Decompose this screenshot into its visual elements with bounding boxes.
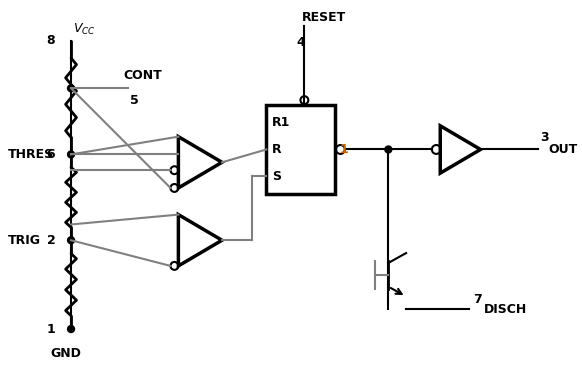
Text: R1: R1 bbox=[272, 116, 290, 130]
Circle shape bbox=[68, 325, 74, 332]
Text: DISCH: DISCH bbox=[484, 303, 527, 316]
Circle shape bbox=[385, 146, 392, 153]
Text: 8: 8 bbox=[47, 34, 55, 48]
Text: $V_{CC}$: $V_{CC}$ bbox=[73, 22, 96, 37]
Text: 3: 3 bbox=[541, 131, 549, 144]
Text: 6: 6 bbox=[47, 148, 55, 161]
Text: 5: 5 bbox=[130, 94, 139, 107]
Circle shape bbox=[68, 237, 74, 244]
Circle shape bbox=[68, 151, 74, 158]
Text: TRIG: TRIG bbox=[8, 234, 41, 247]
Text: CONT: CONT bbox=[123, 69, 162, 82]
Text: THRES: THRES bbox=[8, 148, 54, 161]
Text: RESET: RESET bbox=[301, 11, 346, 24]
Text: GND: GND bbox=[51, 347, 81, 360]
Text: OUT: OUT bbox=[549, 143, 578, 156]
Circle shape bbox=[68, 85, 74, 92]
Text: 4: 4 bbox=[296, 36, 305, 49]
Text: 2: 2 bbox=[47, 234, 55, 247]
Text: R: R bbox=[272, 143, 282, 156]
Text: 1: 1 bbox=[339, 143, 348, 156]
Text: 1: 1 bbox=[47, 323, 55, 335]
Text: S: S bbox=[272, 170, 281, 183]
Bar bbox=[267, 105, 335, 194]
Text: 7: 7 bbox=[474, 293, 482, 306]
